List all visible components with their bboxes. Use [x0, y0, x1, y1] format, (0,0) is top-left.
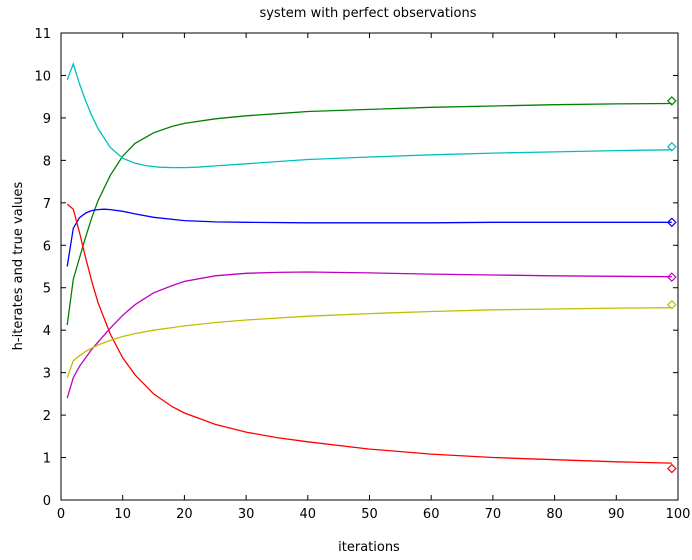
y-tick-label: 10 — [34, 69, 51, 84]
axes-frame — [60, 32, 679, 501]
series-line-3 — [66, 203, 672, 464]
chart-title: system with perfect observations — [259, 6, 476, 21]
y-tick-label: 5 — [43, 282, 51, 297]
series-group — [66, 62, 672, 464]
y-tick-label: 9 — [43, 112, 51, 127]
y-tick-label: 0 — [43, 494, 51, 509]
x-axis: 0 10 20 30 40 50 60 70 80 90 100 — [57, 33, 691, 522]
y-axis: 0 1 2 3 4 5 6 7 8 9 10 11 — [34, 27, 678, 509]
plot-area — [60, 32, 679, 501]
y-tick-label: 11 — [34, 27, 51, 42]
y-tick-label: 6 — [43, 239, 51, 254]
y-tick-label: 1 — [43, 452, 51, 467]
y-tick-label: 4 — [43, 324, 51, 339]
x-tick-label: 10 — [114, 507, 131, 522]
true-value-marker-3 — [666, 463, 677, 474]
x-tick-label: 0 — [57, 507, 65, 522]
x-tick-label: 100 — [666, 507, 691, 522]
x-tick-label: 30 — [238, 507, 255, 522]
y-tick-label: 7 — [43, 197, 51, 212]
y-tick-label: 3 — [43, 367, 51, 382]
true-value-marker-5 — [666, 299, 677, 310]
x-tick-label: 40 — [300, 507, 317, 522]
x-axis-title: iterations — [338, 540, 400, 555]
y-axis-title: h-iterates and true values — [11, 181, 26, 350]
true-value-marker-2 — [666, 217, 677, 228]
true-value-markers — [666, 96, 677, 474]
y-tick-label: 8 — [43, 154, 51, 169]
x-tick-label: 80 — [546, 507, 563, 522]
series-line-0 — [66, 102, 672, 326]
x-tick-label: 60 — [423, 507, 440, 522]
series-line-1 — [66, 62, 672, 169]
x-tick-label: 50 — [361, 507, 378, 522]
true-value-marker-0 — [666, 96, 677, 106]
x-tick-label: 70 — [485, 507, 502, 522]
series-line-2 — [66, 208, 672, 267]
true-value-marker-1 — [666, 141, 677, 152]
x-tick-label: 20 — [176, 507, 193, 522]
x-tick-label: 90 — [608, 507, 625, 522]
series-line-4 — [66, 271, 672, 399]
series-line-5 — [66, 307, 672, 378]
true-value-marker-4 — [666, 272, 677, 282]
y-tick-label: 2 — [43, 409, 51, 424]
